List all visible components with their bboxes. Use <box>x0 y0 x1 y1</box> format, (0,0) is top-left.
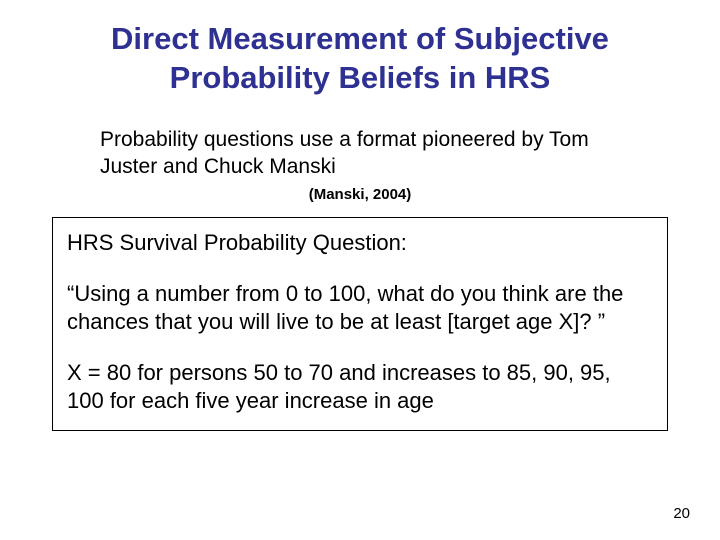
box-heading: HRS Survival Probability Question: <box>67 230 653 256</box>
box-quote: “Using a number from 0 to 100, what do y… <box>67 280 653 335</box>
slide-title: Direct Measurement of Subjective Probabi… <box>50 20 670 98</box>
page-number: 20 <box>673 505 690 522</box>
question-box: HRS Survival Probability Question: “Usin… <box>52 217 668 431</box>
citation-text: (Manski, 2004) <box>50 186 670 203</box>
slide-container: Direct Measurement of Subjective Probabi… <box>0 0 720 540</box>
box-note: X = 80 for persons 50 to 70 and increase… <box>67 359 653 414</box>
intro-paragraph: Probability questions use a format pione… <box>100 126 620 181</box>
